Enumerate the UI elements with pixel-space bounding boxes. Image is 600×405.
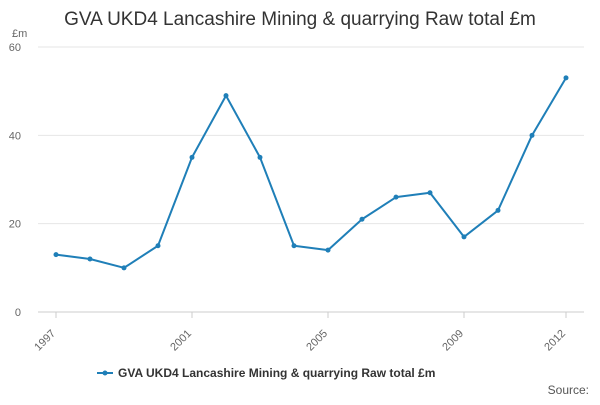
data-point[interactable]: [291, 243, 297, 249]
data-point[interactable]: [121, 265, 127, 271]
data-point[interactable]: [427, 190, 433, 196]
y-tick-label: 0: [15, 307, 21, 319]
legend-point-marker: [102, 370, 108, 376]
data-point[interactable]: [529, 132, 535, 138]
data-point[interactable]: [359, 216, 365, 222]
series-layer: [53, 75, 569, 271]
source-label[interactable]: Source:: [548, 383, 589, 397]
series-line: [55, 77, 567, 269]
axes: 0 20 40 60 1997 2001 2005 2009 2012: [9, 42, 568, 353]
data-point[interactable]: [257, 154, 263, 160]
y-tick-label: 40: [9, 130, 21, 142]
data-point[interactable]: [325, 247, 331, 253]
y-tick-label: 20: [9, 219, 21, 231]
x-tick-label: 2012: [542, 328, 568, 354]
chart-title: GVA UKD4 Lancashire Mining & quarrying R…: [64, 9, 536, 30]
data-point[interactable]: [393, 194, 399, 200]
data-point[interactable]: [87, 256, 93, 262]
x-tick-label: 2001: [168, 328, 194, 354]
data-point[interactable]: [53, 252, 59, 258]
legend-label: GVA UKD4 Lancashire Mining & quarrying R…: [118, 366, 435, 380]
x-tick-label: 2005: [304, 328, 330, 354]
data-point[interactable]: [461, 234, 467, 240]
data-point[interactable]: [155, 243, 161, 249]
data-point[interactable]: [495, 207, 501, 213]
x-tick-label: 1997: [32, 328, 58, 354]
data-point[interactable]: [223, 93, 229, 99]
legend[interactable]: GVA UKD4 Lancashire Mining & quarrying R…: [97, 366, 435, 380]
data-point[interactable]: [189, 154, 195, 160]
data-point[interactable]: [563, 75, 569, 81]
y-axis-unit-label: £m: [12, 28, 27, 40]
y-tick-label: 60: [9, 42, 21, 54]
gridlines: [38, 46, 584, 313]
x-tick-label: 2009: [440, 328, 466, 354]
